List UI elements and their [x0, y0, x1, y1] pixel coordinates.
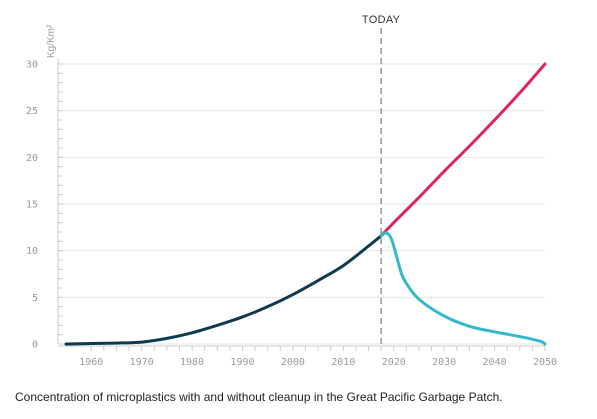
- y-tick-label: 10: [26, 246, 38, 257]
- grid-lines: [58, 63, 545, 345]
- x-tick-label: 2000: [281, 357, 305, 368]
- chart-caption: Concentration of microplastics with and …: [15, 390, 503, 404]
- x-tick-label: 2030: [432, 357, 456, 368]
- y-tick-label: 25: [26, 106, 38, 117]
- x-tick-label: 1960: [79, 357, 103, 368]
- series-line-3: [379, 231, 547, 346]
- series-line-1: [64, 234, 383, 346]
- x-tick-label: 2050: [533, 357, 557, 368]
- y-tick-labels: 0 5 10 15 20 25 30: [26, 60, 38, 351]
- x-tick-label: 2040: [483, 357, 507, 368]
- y-tick-label: 20: [26, 153, 38, 164]
- y-axis-label: Kg/Km²: [46, 24, 57, 58]
- x-tick-label: 1990: [230, 357, 254, 368]
- x-tick-label: 2010: [331, 357, 355, 368]
- x-tick-label: 2020: [382, 357, 406, 368]
- x-tick-labels: 1960 1970 1980 1990 2000 2010 2020 2030 2040 2050: [79, 357, 557, 368]
- y-tick-label: 30: [26, 60, 38, 71]
- series-group: [64, 62, 547, 346]
- series-line-2: [379, 62, 547, 238]
- y-tick-label: 15: [26, 200, 38, 211]
- y-tick-label: 5: [32, 293, 38, 304]
- minor-tick-marks: [58, 63, 546, 351]
- today-label: TODAY: [362, 14, 401, 26]
- x-tick-label: 1980: [180, 357, 204, 368]
- y-tick-label: 0: [32, 340, 38, 351]
- x-tick-label: 1970: [130, 357, 154, 368]
- microplastics-chart: 0 5 10 15 20 25 30 1960 1970 1980 1990 2000 2010 202…: [26, 14, 557, 368]
